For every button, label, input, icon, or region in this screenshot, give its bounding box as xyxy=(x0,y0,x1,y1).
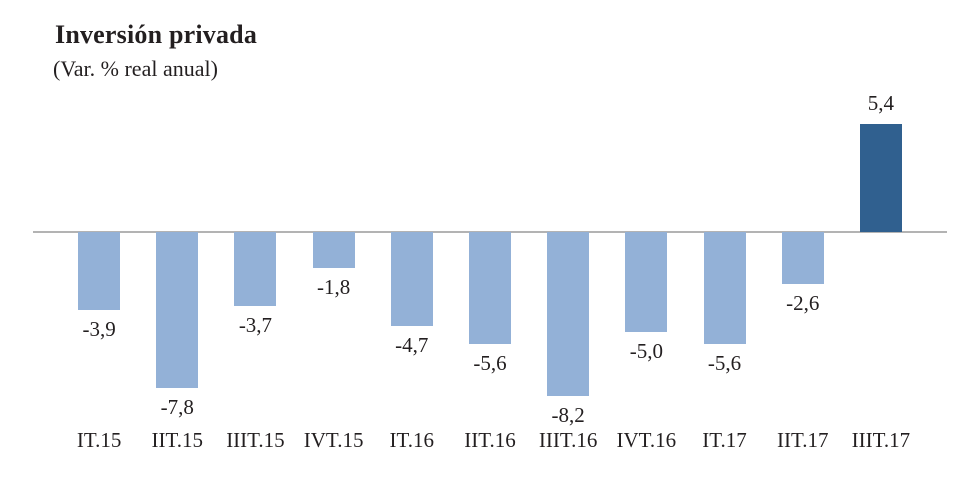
bar-value-label: -1,8 xyxy=(316,275,351,299)
x-axis-tick-label: IT.17 xyxy=(702,428,747,452)
x-axis-tick-label: IVT.16 xyxy=(616,428,677,452)
x-axis-tick-label: IVT.15 xyxy=(303,428,364,452)
x-axis-tick-label: IIT.17 xyxy=(776,428,829,452)
bar-value-label: -2,6 xyxy=(786,291,820,315)
x-axis-tick-label: IT.15 xyxy=(76,428,122,452)
bar-value-label: 5,4 xyxy=(867,91,895,115)
x-axis-tick-label: IIIT.15 xyxy=(226,428,285,452)
bar-value-label: -7,8 xyxy=(160,395,194,419)
bar xyxy=(469,232,511,344)
bar-value-label: -5,6 xyxy=(707,351,742,375)
bar-value-label: -3,9 xyxy=(82,317,116,341)
bar xyxy=(547,232,590,396)
bar xyxy=(312,232,355,268)
x-axis-tick-label: IIIT.16 xyxy=(538,428,598,452)
bar xyxy=(859,124,902,232)
bar xyxy=(78,232,121,310)
bar-value-label: -3,7 xyxy=(238,313,273,337)
x-axis-tick-label: IIT.16 xyxy=(464,428,516,452)
bar xyxy=(703,232,746,344)
bar xyxy=(234,232,277,306)
bar xyxy=(625,232,668,332)
bar xyxy=(781,232,824,284)
bar-value-label: -5,0 xyxy=(629,339,663,363)
chart-subtitle: (Var. % real anual) xyxy=(53,56,218,81)
bar-value-label: -5,6 xyxy=(473,351,507,375)
bar xyxy=(390,232,433,326)
chart-title: Inversión privada xyxy=(55,20,258,49)
bar-value-label: -4,7 xyxy=(395,333,429,357)
x-axis-tick-label: IT.16 xyxy=(389,428,435,452)
bar xyxy=(156,232,199,388)
bar-value-label: -8,2 xyxy=(551,403,585,427)
x-axis-tick-label: IIIT.17 xyxy=(851,428,911,452)
x-axis-tick-label: IIT.15 xyxy=(151,428,204,452)
